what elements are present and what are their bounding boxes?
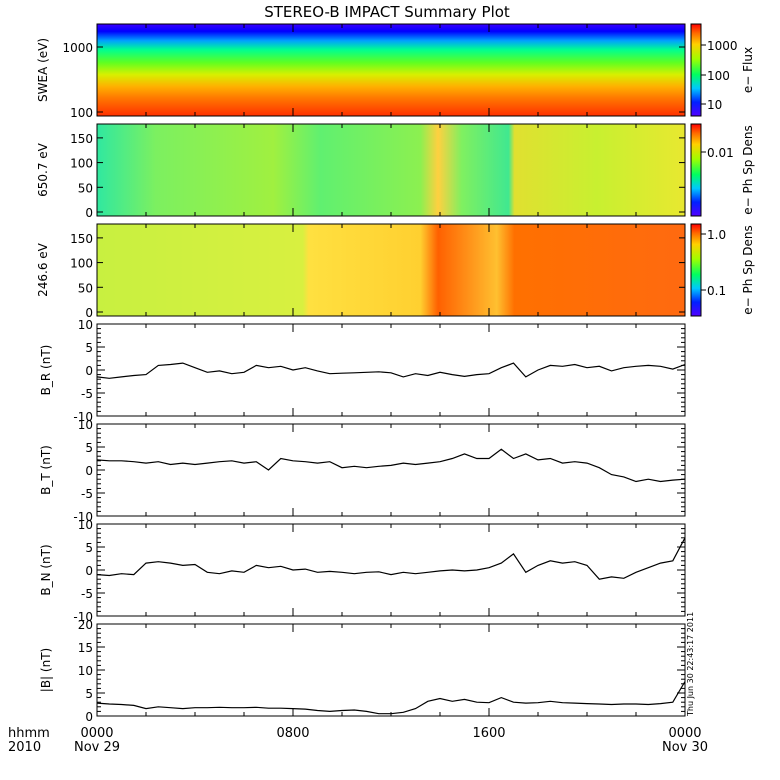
ytick-label: -10 bbox=[73, 510, 93, 524]
spectrogram-ytick-label: 50 bbox=[78, 281, 93, 295]
spectrogram-ytick-label: 1000 bbox=[62, 41, 93, 55]
colorbar-tick-label: 10 bbox=[707, 98, 722, 112]
time-row1-label: hhmm bbox=[8, 726, 50, 741]
plot-title: STEREO-B IMPACT Summary Plot bbox=[264, 3, 510, 21]
time-tick-label: 0800 bbox=[276, 726, 309, 741]
density-colorbar-650 bbox=[690, 123, 702, 217]
panel-ylabel: B_R (nT) bbox=[39, 345, 53, 396]
ytick-label: 0 bbox=[85, 364, 93, 378]
time-tick-label: 0000 bbox=[668, 726, 701, 741]
series-line-B_N bbox=[96, 537, 686, 580]
panel-frame bbox=[96, 523, 686, 617]
ytick-label: 15 bbox=[78, 641, 93, 655]
series-line-|B| bbox=[96, 681, 686, 715]
spectrogram-ytick-label: 100 bbox=[70, 257, 93, 271]
ytick-label: 10 bbox=[78, 318, 93, 332]
ytick-label: -10 bbox=[73, 410, 93, 424]
date-tick-label: Nov 30 bbox=[662, 740, 708, 755]
colorbar-tick-label: 0.01 bbox=[707, 146, 734, 160]
panel-frame bbox=[96, 323, 686, 417]
spectrogram-ylabel: 650.7 eV bbox=[36, 142, 50, 197]
panel-ylabel: B_T (nT) bbox=[39, 445, 53, 495]
ytick-label: 0 bbox=[85, 464, 93, 478]
spectrogram-ytick-label: 150 bbox=[70, 232, 93, 246]
density-colorbar-246 bbox=[690, 223, 702, 317]
time-tick-label: 0000 bbox=[80, 726, 113, 741]
ytick-label: 10 bbox=[78, 664, 93, 678]
spectrogram-ytick-label: 0 bbox=[85, 206, 93, 220]
colorbar-tick-label: 1000 bbox=[707, 39, 738, 53]
colorbar-tick-label: 1.0 bbox=[707, 228, 726, 242]
time-tick-label: 1600 bbox=[472, 726, 505, 741]
spectrogram-ytick-label: 150 bbox=[70, 132, 93, 146]
ytick-label: -5 bbox=[81, 487, 93, 501]
swea-spectrogram bbox=[97, 24, 685, 116]
colorbar-tick-label: 100 bbox=[707, 69, 730, 83]
panel-frame bbox=[96, 623, 686, 717]
spectrogram-ytick-label: 50 bbox=[78, 181, 93, 195]
ytick-label: 0 bbox=[85, 710, 93, 724]
ytick-label: 10 bbox=[78, 418, 93, 432]
spectrogram-650-eV bbox=[97, 124, 685, 216]
date-tick-label: Nov 29 bbox=[74, 740, 120, 755]
ytick-label: 5 bbox=[85, 687, 93, 701]
ytick-label: -5 bbox=[81, 387, 93, 401]
series-line-B_R bbox=[96, 362, 686, 379]
spectrogram-ylabel: 246.6 eV bbox=[36, 242, 50, 297]
spectrogram-ytick-label: 100 bbox=[70, 106, 93, 120]
spectrogram-ytick-label: 100 bbox=[70, 157, 93, 171]
ytick-label: 5 bbox=[85, 341, 93, 355]
series-line-B_T bbox=[96, 448, 686, 483]
panel-frame bbox=[96, 423, 686, 517]
panel-ylabel: B_N (nT) bbox=[39, 544, 53, 595]
spectrogram-246-eV bbox=[97, 224, 685, 316]
flux-colorbar bbox=[690, 23, 702, 117]
ytick-label: 20 bbox=[78, 618, 93, 632]
colorbar-label: e− Ph Sp Dens bbox=[741, 225, 755, 314]
panel-ylabel: |B| (nT) bbox=[39, 648, 53, 692]
ytick-label: 5 bbox=[85, 441, 93, 455]
ytick-label: 5 bbox=[85, 541, 93, 555]
colorbar-label: e− Ph Sp Dens bbox=[741, 125, 755, 214]
timestamp: Thu Jun 30 22:43:17 2011 bbox=[686, 612, 695, 717]
ytick-label: 0 bbox=[85, 564, 93, 578]
colorbar-tick-label: 0.1 bbox=[707, 284, 726, 298]
spectrogram-ytick-label: 0 bbox=[85, 306, 93, 320]
time-row2-label: 2010 bbox=[8, 740, 41, 755]
colorbar-label: e− Flux bbox=[741, 47, 755, 93]
spectrogram-ylabel: SWEA (eV) bbox=[36, 38, 50, 102]
ytick-label: -10 bbox=[73, 610, 93, 624]
ytick-label: -5 bbox=[81, 587, 93, 601]
ytick-label: 10 bbox=[78, 518, 93, 532]
